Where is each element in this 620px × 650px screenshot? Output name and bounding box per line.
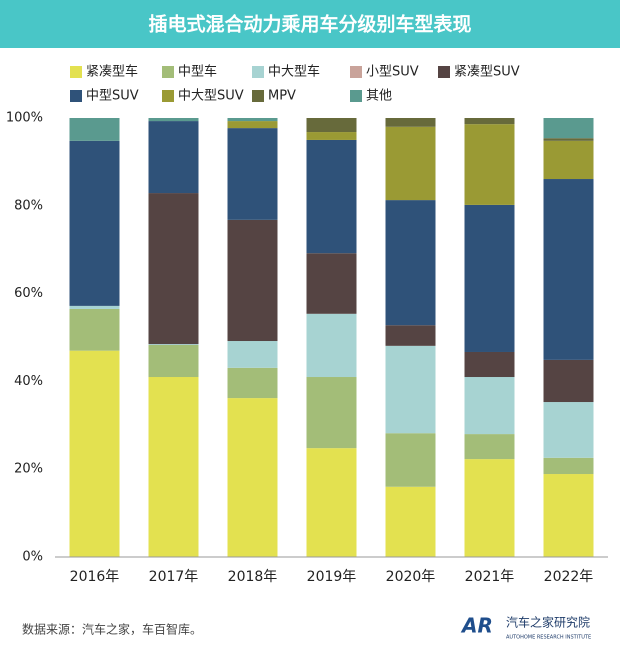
legend-swatch [162, 90, 174, 102]
x-tick-label: 2022年 [544, 569, 594, 585]
logo-mark: AR [460, 614, 493, 638]
y-tick-label: 100% [6, 111, 43, 126]
bar-segment [385, 118, 436, 127]
bar-segment [385, 200, 436, 326]
bar-segment [543, 179, 594, 360]
legend-swatch [252, 90, 264, 102]
legend-swatch [350, 90, 362, 102]
y-tick-label: 40% [14, 374, 43, 389]
bar-segment [464, 124, 515, 205]
bar-segment [464, 459, 515, 557]
bar-segment [306, 118, 357, 133]
x-tick-label: 2017年 [149, 569, 199, 585]
bar-segment [227, 128, 278, 220]
bar-segment [543, 359, 594, 403]
bar-segment [148, 193, 199, 345]
bar-segment [543, 140, 594, 180]
y-tick-label: 20% [14, 462, 43, 477]
title-bar [0, 0, 620, 48]
bar-segment [69, 350, 120, 557]
bar-segment [543, 138, 594, 141]
bar-segment [385, 325, 436, 346]
logo-subtitle: AUTOHOME RESEARCH INSTITUTE [506, 635, 591, 641]
chart-title: 插电式混合动力乘用车分级别车型表现 [148, 13, 471, 36]
legend-label: 小型SUV [366, 65, 419, 80]
bar-segment [227, 121, 278, 129]
bar-segment [227, 341, 278, 368]
bar-segment [69, 305, 120, 309]
x-tick-label: 2018年 [228, 569, 278, 585]
bar-segment [306, 313, 357, 378]
legend-swatch [162, 66, 174, 78]
bar-segment [69, 140, 120, 306]
legend-label: 中大型SUV [178, 89, 244, 104]
legend-label: 其他 [366, 89, 392, 104]
legend-swatch [70, 66, 82, 78]
bar-segment [464, 434, 515, 460]
bar-segment [385, 345, 436, 434]
legend-swatch [70, 90, 82, 102]
bar-segment [69, 308, 120, 351]
bar-segment [227, 118, 278, 122]
bar-segment [227, 367, 278, 399]
bar-segment [543, 457, 594, 475]
logo-name: 汽车之家研究院 [506, 615, 590, 630]
bar-segment [227, 398, 278, 557]
bar-segment [464, 377, 515, 435]
legend-label: 紧凑型车 [86, 64, 138, 80]
bar-segment [306, 139, 357, 254]
bar-segment [306, 132, 357, 140]
legend-label: 中大型车 [268, 64, 320, 80]
bar-segment [543, 118, 594, 139]
bar-segment [148, 121, 199, 194]
x-tick-label: 2021年 [465, 569, 515, 585]
bar-segment [385, 433, 436, 487]
bar-segment [464, 204, 515, 352]
bar-segment [385, 126, 436, 201]
bar-segment [148, 344, 199, 378]
legend-swatch [438, 66, 450, 78]
bar-segment [306, 448, 357, 557]
y-tick-label: 60% [14, 286, 43, 301]
bar-segment [543, 402, 594, 458]
bar-segment [306, 253, 357, 314]
y-tick-label: 80% [14, 198, 43, 213]
x-tick-label: 2020年 [386, 569, 436, 585]
x-tick-label: 2016年 [70, 569, 120, 585]
bar-segment [148, 344, 199, 345]
legend-label: 中型SUV [86, 89, 139, 104]
legend-label: 紧凑型SUV [454, 65, 520, 80]
bar-segment [227, 219, 278, 342]
bar-segment [69, 118, 120, 141]
bar-segment [464, 351, 515, 378]
legend-swatch [252, 66, 264, 78]
bar-segment [148, 377, 199, 557]
x-tick-label: 2019年 [307, 569, 357, 585]
y-tick-label: 0% [22, 550, 43, 565]
bar-segment [543, 474, 594, 557]
bar-segment [385, 486, 436, 557]
source: 数据来源：汽车之家，车百智库。 [22, 622, 202, 637]
legend-swatch [350, 66, 362, 78]
legend-label: 中型车 [178, 64, 217, 80]
bar-segment [306, 377, 357, 449]
bar-segment [148, 118, 199, 122]
bar-segment [464, 118, 515, 125]
legend-label: MPV [268, 89, 296, 104]
